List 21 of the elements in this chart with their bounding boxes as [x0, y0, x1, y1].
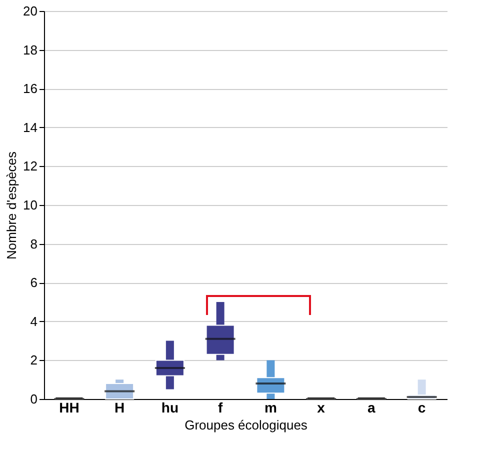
x-tick-label: hu	[161, 400, 178, 416]
y-tick-label: 20	[23, 4, 38, 18]
y-tick-label: 16	[23, 81, 38, 96]
x-tick-label: H	[114, 400, 125, 416]
x-tick-label: a	[368, 400, 376, 416]
x-tick-label: f	[218, 400, 223, 416]
y-tick-label: 10	[23, 198, 38, 212]
y-axis-title: Nombre d'espèces	[4, 151, 20, 260]
y-tick-label: 6	[30, 275, 38, 290]
y-tick-label: 8	[30, 236, 38, 252]
y-tick-label: 14	[23, 120, 38, 135]
y-tick-label: 18	[23, 42, 38, 58]
y-tick-label: 0	[30, 392, 38, 406]
y-tick-label: 4	[30, 314, 38, 329]
x-tick-label: HH	[59, 400, 80, 416]
y-tick-label: 2	[30, 352, 38, 368]
x-tick-label: c	[418, 400, 426, 416]
x-tick-label: x	[317, 400, 326, 416]
x-axis-title: Groupes écologiques	[184, 418, 308, 432]
x-tick-label: m	[264, 400, 277, 416]
y-tick-label: 12	[23, 158, 38, 174]
